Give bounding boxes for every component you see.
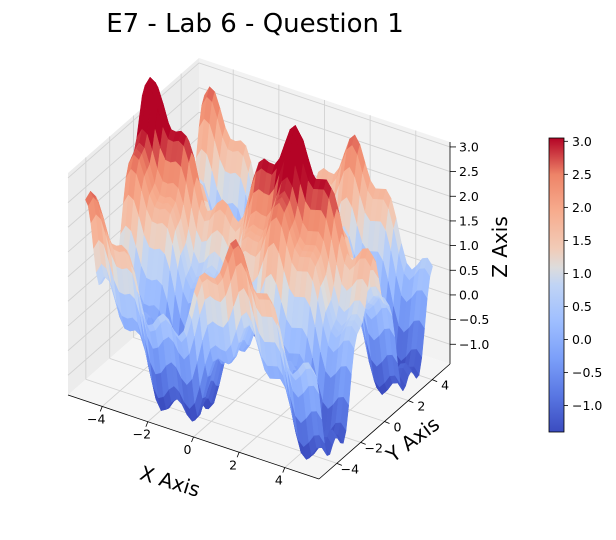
y-tick-mark <box>431 379 438 383</box>
y-tick-mark <box>408 400 414 403</box>
x-axis-label: X Axis <box>137 461 203 502</box>
z-tick-label: −1.0 <box>459 337 489 352</box>
z-tick-label: 2.5 <box>459 164 479 179</box>
x-tick-mark <box>282 467 286 473</box>
z-tick-label: 1.0 <box>459 238 479 253</box>
y-tick-label: −4 <box>341 461 359 476</box>
grid-line <box>67 62 200 179</box>
colorbar-gradient <box>548 137 565 433</box>
grid-line <box>198 111 451 197</box>
grid-line <box>85 378 338 464</box>
x-tick-label: 0 <box>184 442 192 457</box>
x-tick-label: 2 <box>229 457 237 472</box>
y-tick-mark <box>384 421 390 424</box>
grid-line <box>67 87 200 203</box>
x-tick-mark <box>145 421 149 427</box>
z-tick-label: −0.5 <box>459 312 489 327</box>
colorbar-ticks: −1.0 −0.5 0.0 0.5 1.0 1.5 2.0 2.5 3.0 <box>564 134 602 413</box>
x-tick-mark <box>191 436 194 443</box>
surface-facet <box>308 362 317 377</box>
x-tick-label: −4 <box>87 412 105 427</box>
y-tick-label: 4 <box>441 378 449 393</box>
z-axis-label: Z Axis <box>488 216 512 278</box>
colorbar-tick-label: 0.5 <box>572 299 592 314</box>
colorbar-tick-label: 1.0 <box>572 266 592 281</box>
z-tick-label: 1.5 <box>459 213 479 228</box>
colorbar-tick-label: 2.0 <box>572 200 592 215</box>
y-tick-mark <box>360 442 366 445</box>
axes-ticks: −4−2024−4−2024−1.0−0.50.00.51.01.52.02.5… <box>87 139 489 487</box>
x-tick-mark <box>99 406 103 412</box>
x-tick-label: −2 <box>133 427 151 442</box>
x-tick-mark <box>236 452 240 458</box>
y-tick-label: 0 <box>394 420 402 435</box>
colorbar-tick-label: −1.0 <box>572 398 602 413</box>
colorbar-tick-label: 2.5 <box>572 167 592 182</box>
y-tick-label: 2 <box>417 399 425 414</box>
colorbar-tick-label: −0.5 <box>572 365 602 380</box>
colorbar-tick-label: 1.5 <box>572 233 592 248</box>
colorbar-tick-label: 3.0 <box>572 134 592 149</box>
z-tick-label: 0.0 <box>459 287 479 302</box>
colorbar: −1.0 −0.5 0.0 0.5 1.0 1.5 2.0 2.5 3.0 <box>548 134 602 433</box>
z-tick-label: 3.0 <box>459 139 479 154</box>
grid-line <box>198 62 451 148</box>
z-tick-label: 2.0 <box>459 189 479 204</box>
colorbar-tick-label: 0.0 <box>572 332 592 347</box>
y-tick-mark <box>336 462 343 466</box>
x-tick-label: 4 <box>275 473 283 488</box>
chart-title: E7 - Lab 6 - Question 1 <box>106 9 404 39</box>
surface-plot <box>85 76 433 460</box>
grid-line <box>198 87 451 173</box>
z-tick-label: 0.5 <box>459 263 479 278</box>
y-axis-label: Y Axis <box>381 412 444 468</box>
y-tick-label: −2 <box>364 440 382 455</box>
